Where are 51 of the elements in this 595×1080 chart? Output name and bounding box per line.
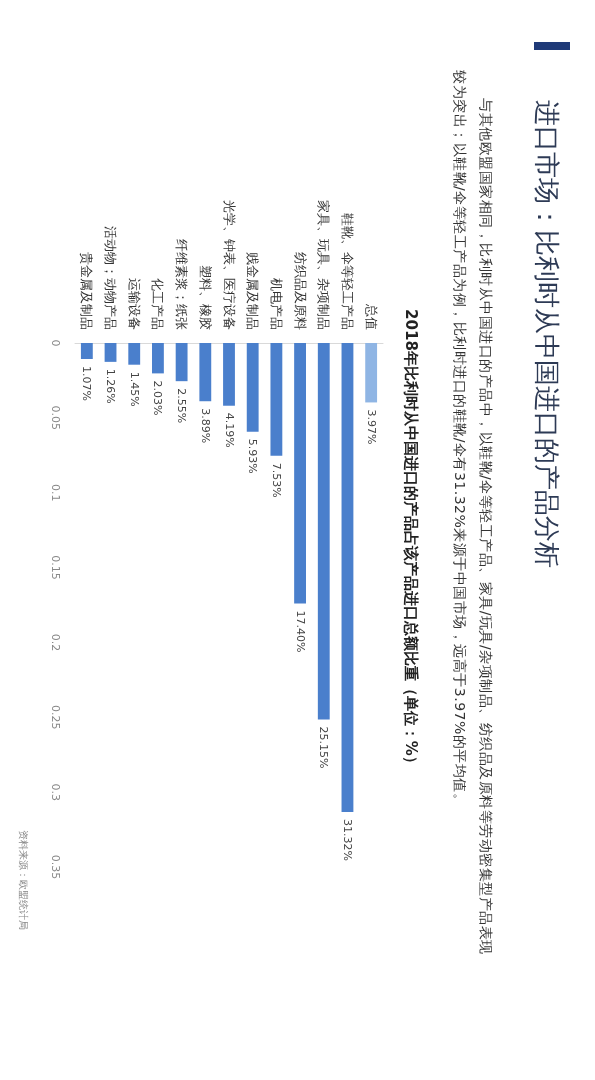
data-label: 17.40% [293,610,307,653]
x-tick-label: 机电产品 [268,278,284,330]
text: 资料来源：欧盟统计局 [17,830,30,930]
x-tick-label: 贱金属及制品 [245,252,261,330]
data-label: 1.26% [104,368,118,404]
y-tick-label: 0.05 [49,405,62,431]
bar [128,343,141,365]
x-tick-label: 家具、玩具、杂项制品 [316,200,332,330]
x-tick-label: 塑料、橡胶 [197,265,213,330]
x-tick-label: 光学、钟表、医疗设备 [221,200,237,330]
y-tick-label: 0.2 [49,633,62,652]
x-tick-label: 化工产品 [150,278,166,330]
data-label: 3.97% [364,409,378,445]
text: 与其他欧盟国家相同，比利时从中国进口的产品中，以鞋靴/伞等轻工产品、家具/玩具/杂项制品、纺织品及原料等劳动密集型产品表现较为突出；以鞋靴/伞等轻工产品为例，比利时进口的鞋靴/伞有31.32%来源于中国市场，远高于3.97%的平均值。 [451,70,495,957]
bar [199,343,212,402]
data-label: 2.55% [175,388,189,424]
data-label: 4.19% [222,412,236,448]
bar [294,343,306,604]
data-label: 2.03% [151,380,165,416]
bar [270,343,283,456]
y-tick-label: 0 [49,339,62,347]
bar [104,343,117,362]
x-tick-label: 总值 [363,303,379,330]
x-tick-label: 贵金属及制品 [79,252,95,330]
bar [341,343,354,812]
bar [365,343,378,403]
data-label: 1.45% [127,371,141,407]
data-label: 31.32% [340,818,354,861]
x-tick-label: 鞋靴、伞等轻工产品 [339,213,355,330]
bar [246,343,259,432]
y-tick-label: 0.25 [49,705,62,730]
x-tick-label: 纺织品及原料 [292,252,308,330]
data-label: 7.53% [269,462,283,498]
data-label: 5.93% [246,438,260,474]
y-tick-label: 0.35 [49,854,62,880]
data-label: 25.15% [317,726,331,769]
x-tick-label: 运输设备 [126,278,142,330]
y-tick-label: 0.3 [49,783,62,801]
bar [317,343,330,720]
y-tick-label: 0.1 [49,483,62,502]
x-tick-label: 纤维素浆；纸张 [174,239,190,330]
bar [223,343,235,406]
bar [80,343,93,360]
bar [175,343,188,382]
x-tick-label: 活动物；动物产品 [103,226,119,330]
text: 进口市场：比利时从中国进口的产品分析 [531,100,563,568]
data-label: 1.07% [80,366,94,401]
text: 2018年比利时从中国进口的产品占该产品进口总额比重（单位：%） [401,308,421,773]
y-tick-label: 0.15 [49,555,62,580]
data-label: 3.89% [198,408,212,444]
bar [152,343,164,374]
